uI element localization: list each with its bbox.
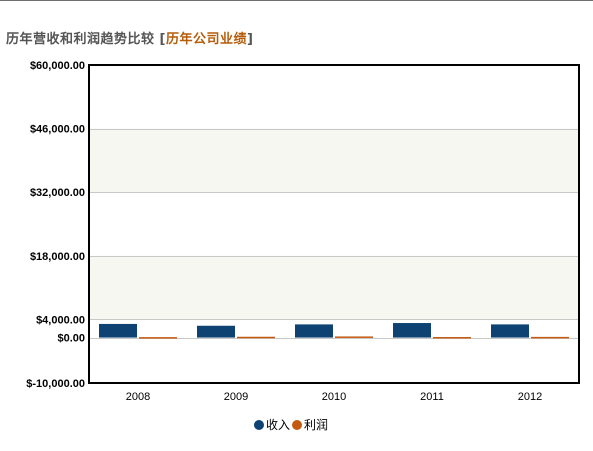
x-tick-label: 2009 <box>224 391 248 403</box>
revenue-dot-icon <box>254 419 264 430</box>
legend-item-profit[interactable]: 利润 <box>292 416 328 433</box>
legend-item-revenue[interactable]: 收入 <box>254 416 290 433</box>
plot-frame <box>88 64 580 384</box>
revenue-bar-2011 <box>393 323 431 338</box>
x-axis-labels: 2008 2009 2010 2011 2012 <box>126 391 542 403</box>
bars <box>99 323 569 339</box>
profit-bar-2008 <box>139 337 177 339</box>
plot-band <box>89 255 579 320</box>
bracket-close: ] <box>247 32 254 47</box>
legend-label-profit: 利润 <box>304 418 329 432</box>
x-tick-label: 2011 <box>420 391 444 403</box>
chart-heading: 历年营收和利润趋势比较 <box>6 32 155 47</box>
revenue-bar-2008 <box>99 323 137 338</box>
x-tick-label: 2008 <box>126 391 150 403</box>
y-tick-label: $0.00 <box>57 333 85 345</box>
company-performance-link[interactable]: 历年公司业绩 <box>166 32 248 47</box>
y-axis-labels: $-10,000.00 $0.00 $4,000.00 $18,000.00 $32,0… <box>26 60 85 390</box>
plot-band <box>89 128 579 193</box>
y-tick-label: $60,000.00 <box>30 60 85 72</box>
revenue-bar-2010 <box>295 324 333 338</box>
y-tick-label: $-10,000.00 <box>26 378 85 390</box>
profit-dot-icon <box>292 419 303 430</box>
x-tick-label: 2010 <box>322 391 346 403</box>
y-tick-label: $4,000.00 <box>36 314 85 326</box>
y-tick-label: $46,000.00 <box>30 124 85 136</box>
profit-bar-2009 <box>237 336 275 339</box>
profit-bar-2010 <box>335 336 373 338</box>
profit-bar-2012 <box>531 336 569 339</box>
page-title: 历年营收和利润趋势比较 [历年公司业绩] <box>6 28 253 47</box>
legend-label-revenue: 收入 <box>266 418 291 432</box>
profit-bar-2011 <box>433 337 471 339</box>
top-divider <box>0 0 593 1</box>
x-tick-label: 2012 <box>518 391 542 403</box>
plot-bands <box>89 128 579 320</box>
y-tick-label: $32,000.00 <box>30 187 85 199</box>
y-tick-label: $18,000.00 <box>30 251 85 263</box>
revenue-bar-2009 <box>197 325 235 338</box>
legend: 收入 利润 <box>254 416 330 433</box>
bracket-open: [ <box>159 32 166 47</box>
revenue-bar-2012 <box>491 324 529 338</box>
